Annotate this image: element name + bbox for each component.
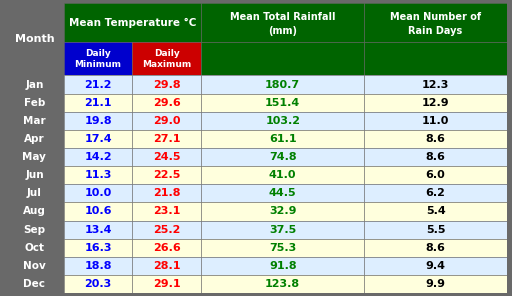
Text: 24.5: 24.5 [153,152,181,162]
Text: 5.5: 5.5 [426,225,445,235]
Text: 11.0: 11.0 [422,116,449,126]
Text: 23.1: 23.1 [153,206,181,216]
Text: 8.6: 8.6 [425,243,445,253]
Text: 151.4: 151.4 [265,98,301,108]
Text: 10.6: 10.6 [84,206,112,216]
Text: 37.5: 37.5 [269,225,296,235]
Text: Mean Number of: Mean Number of [390,12,481,22]
Text: 103.2: 103.2 [265,116,300,126]
Text: 180.7: 180.7 [265,80,301,90]
Text: 22.5: 22.5 [153,170,181,180]
Text: 29.1: 29.1 [153,279,181,289]
Text: 32.9: 32.9 [269,206,296,216]
Text: 123.8: 123.8 [265,279,301,289]
Text: Aug: Aug [23,206,46,216]
Text: 26.6: 26.6 [153,243,181,253]
Text: 29.8: 29.8 [153,80,181,90]
Text: Nov: Nov [23,261,46,271]
Text: Mean Temperature °C: Mean Temperature °C [69,17,196,28]
Text: 6.0: 6.0 [425,170,445,180]
Text: 91.8: 91.8 [269,261,296,271]
Text: Dec: Dec [24,279,46,289]
Text: 74.8: 74.8 [269,152,296,162]
Text: 28.1: 28.1 [153,261,181,271]
Text: 29.6: 29.6 [153,98,181,108]
Text: Rain Days: Rain Days [409,26,463,36]
Text: 21.1: 21.1 [84,98,112,108]
Text: 61.1: 61.1 [269,134,296,144]
Text: Jun: Jun [25,170,44,180]
Text: Sep: Sep [24,225,46,235]
Text: 14.2: 14.2 [84,152,112,162]
Text: 75.3: 75.3 [269,243,296,253]
Text: 12.3: 12.3 [422,80,449,90]
Text: 29.0: 29.0 [153,116,181,126]
Text: Daily
Maximum: Daily Maximum [142,49,191,68]
Text: 8.6: 8.6 [425,134,445,144]
Text: Mar: Mar [23,116,46,126]
Text: 5.4: 5.4 [425,206,445,216]
Text: Mean Total Rainfall: Mean Total Rainfall [230,12,335,22]
Text: May: May [23,152,47,162]
Text: 9.9: 9.9 [425,279,445,289]
Text: 10.0: 10.0 [84,188,112,198]
Text: 27.1: 27.1 [153,134,181,144]
Text: Feb: Feb [24,98,45,108]
Text: 18.8: 18.8 [84,261,112,271]
Text: Apr: Apr [24,134,45,144]
Text: 16.3: 16.3 [84,243,112,253]
Text: 41.0: 41.0 [269,170,296,180]
Text: 8.6: 8.6 [425,152,445,162]
Text: 13.4: 13.4 [84,225,112,235]
Text: Month: Month [15,34,54,44]
Text: 6.2: 6.2 [425,188,445,198]
Text: 12.9: 12.9 [422,98,450,108]
Text: 17.4: 17.4 [84,134,112,144]
Text: 11.3: 11.3 [84,170,112,180]
Text: 19.8: 19.8 [84,116,112,126]
Text: Jan: Jan [25,80,44,90]
Text: (mm): (mm) [268,26,297,36]
Text: 21.2: 21.2 [84,80,112,90]
Text: 9.4: 9.4 [425,261,445,271]
Text: Jul: Jul [27,188,42,198]
Text: 44.5: 44.5 [269,188,296,198]
Text: Daily
Minimum: Daily Minimum [75,49,121,68]
Text: 20.3: 20.3 [84,279,112,289]
Text: 25.2: 25.2 [153,225,181,235]
Text: Oct: Oct [25,243,45,253]
Text: 21.8: 21.8 [153,188,181,198]
